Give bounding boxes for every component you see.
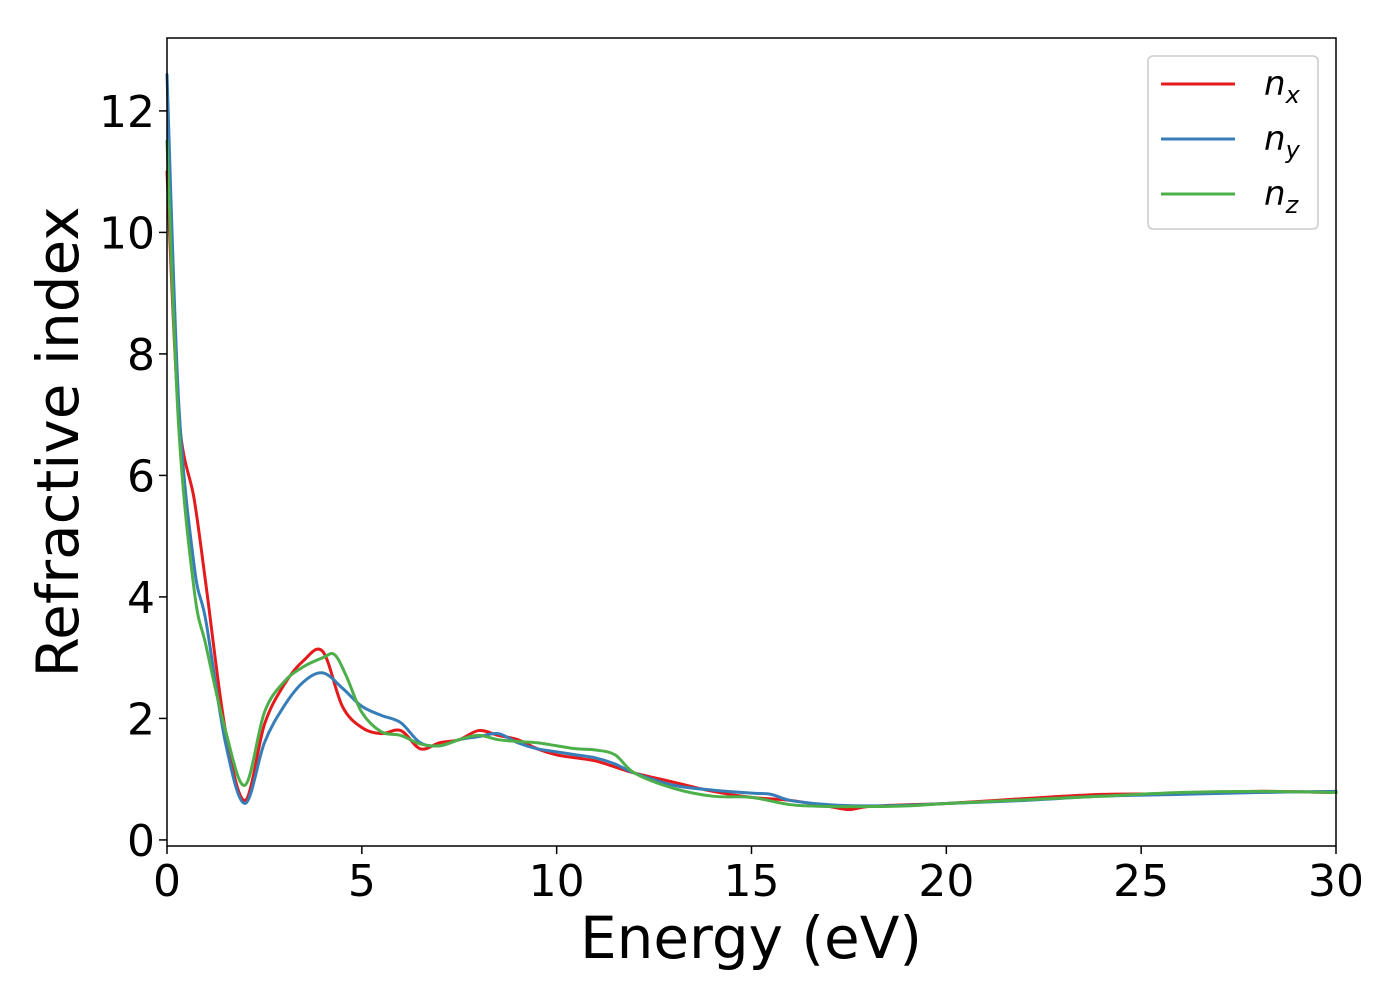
x-tick-label: 30 <box>1308 856 1364 907</box>
legend-label-y: ny <box>1264 119 1301 164</box>
legend: nx ny nz <box>1147 55 1319 230</box>
y-tick-label: 6 <box>127 451 155 502</box>
y-tick-label: 8 <box>127 330 155 381</box>
x-tick-label: 0 <box>153 856 181 907</box>
x-axis-label: Energy (eV) <box>580 904 922 972</box>
y-tick-label: 10 <box>99 208 155 259</box>
y-tick-label: 12 <box>99 87 155 138</box>
series-line-z <box>165 139 1338 809</box>
y-axis-ticks: 0 2 4 6 8 10 12 <box>99 87 167 867</box>
y-tick-label: 0 <box>127 816 155 867</box>
x-axis-ticks: 0 5 10 15 20 25 30 <box>153 846 1364 907</box>
legend-box <box>1147 55 1319 230</box>
x-tick-label: 25 <box>1113 856 1169 907</box>
x-tick-label: 20 <box>918 856 974 907</box>
series-layer <box>165 72 1338 812</box>
y-tick-label: 2 <box>127 694 155 745</box>
legend-label-x: nx <box>1264 64 1301 109</box>
x-tick-label: 10 <box>529 856 585 907</box>
x-tick-label: 5 <box>348 856 376 907</box>
y-tick-label: 4 <box>127 573 155 624</box>
legend-label-z: nz <box>1264 174 1300 219</box>
x-tick-label: 15 <box>724 856 780 907</box>
y-axis-label: Refractive index <box>24 206 92 677</box>
